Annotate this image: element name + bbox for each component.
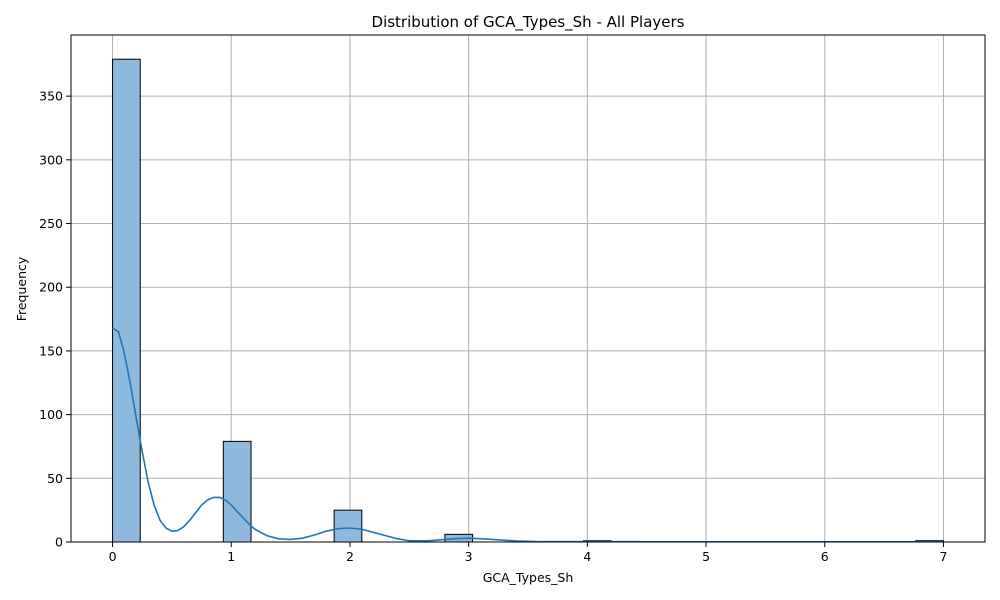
x-axis-title: GCA_Types_Sh xyxy=(483,570,574,585)
grid xyxy=(71,35,985,543)
histogram-bar xyxy=(333,509,363,543)
y-tick-label: 100 xyxy=(39,407,63,422)
histogram-bar xyxy=(222,440,252,543)
histogram-bars xyxy=(112,58,944,543)
x-tick-label: 0 xyxy=(109,549,117,564)
y-tick-label: 0 xyxy=(55,535,63,550)
y-tick-label: 50 xyxy=(47,471,63,486)
chart-title: Distribution of GCA_Types_Sh - All Playe… xyxy=(372,13,685,32)
x-tick-label: 1 xyxy=(227,549,235,564)
histogram-bar xyxy=(112,58,141,543)
x-tick-label: 7 xyxy=(939,549,947,564)
plot-frame xyxy=(70,34,986,543)
y-axis-ticks: 0 50 100 150 200 250 300 350 xyxy=(39,89,71,550)
x-tick-label: 6 xyxy=(821,549,829,564)
x-tick-label: 5 xyxy=(702,549,710,564)
kde-curve xyxy=(112,327,944,543)
x-tick-label: 3 xyxy=(465,549,473,564)
y-tick-label: 200 xyxy=(39,280,63,295)
y-tick-label: 300 xyxy=(39,152,63,167)
x-tick-label: 2 xyxy=(346,549,354,564)
y-tick-label: 250 xyxy=(39,216,63,231)
x-axis-ticks: 0 1 2 3 4 5 6 7 xyxy=(109,542,947,564)
x-tick-label: 4 xyxy=(583,549,591,564)
kde-curve-group xyxy=(112,327,944,543)
y-axis-title: Frequency xyxy=(14,256,29,321)
y-tick-label: 150 xyxy=(39,343,63,358)
y-tick-label: 350 xyxy=(39,89,63,104)
